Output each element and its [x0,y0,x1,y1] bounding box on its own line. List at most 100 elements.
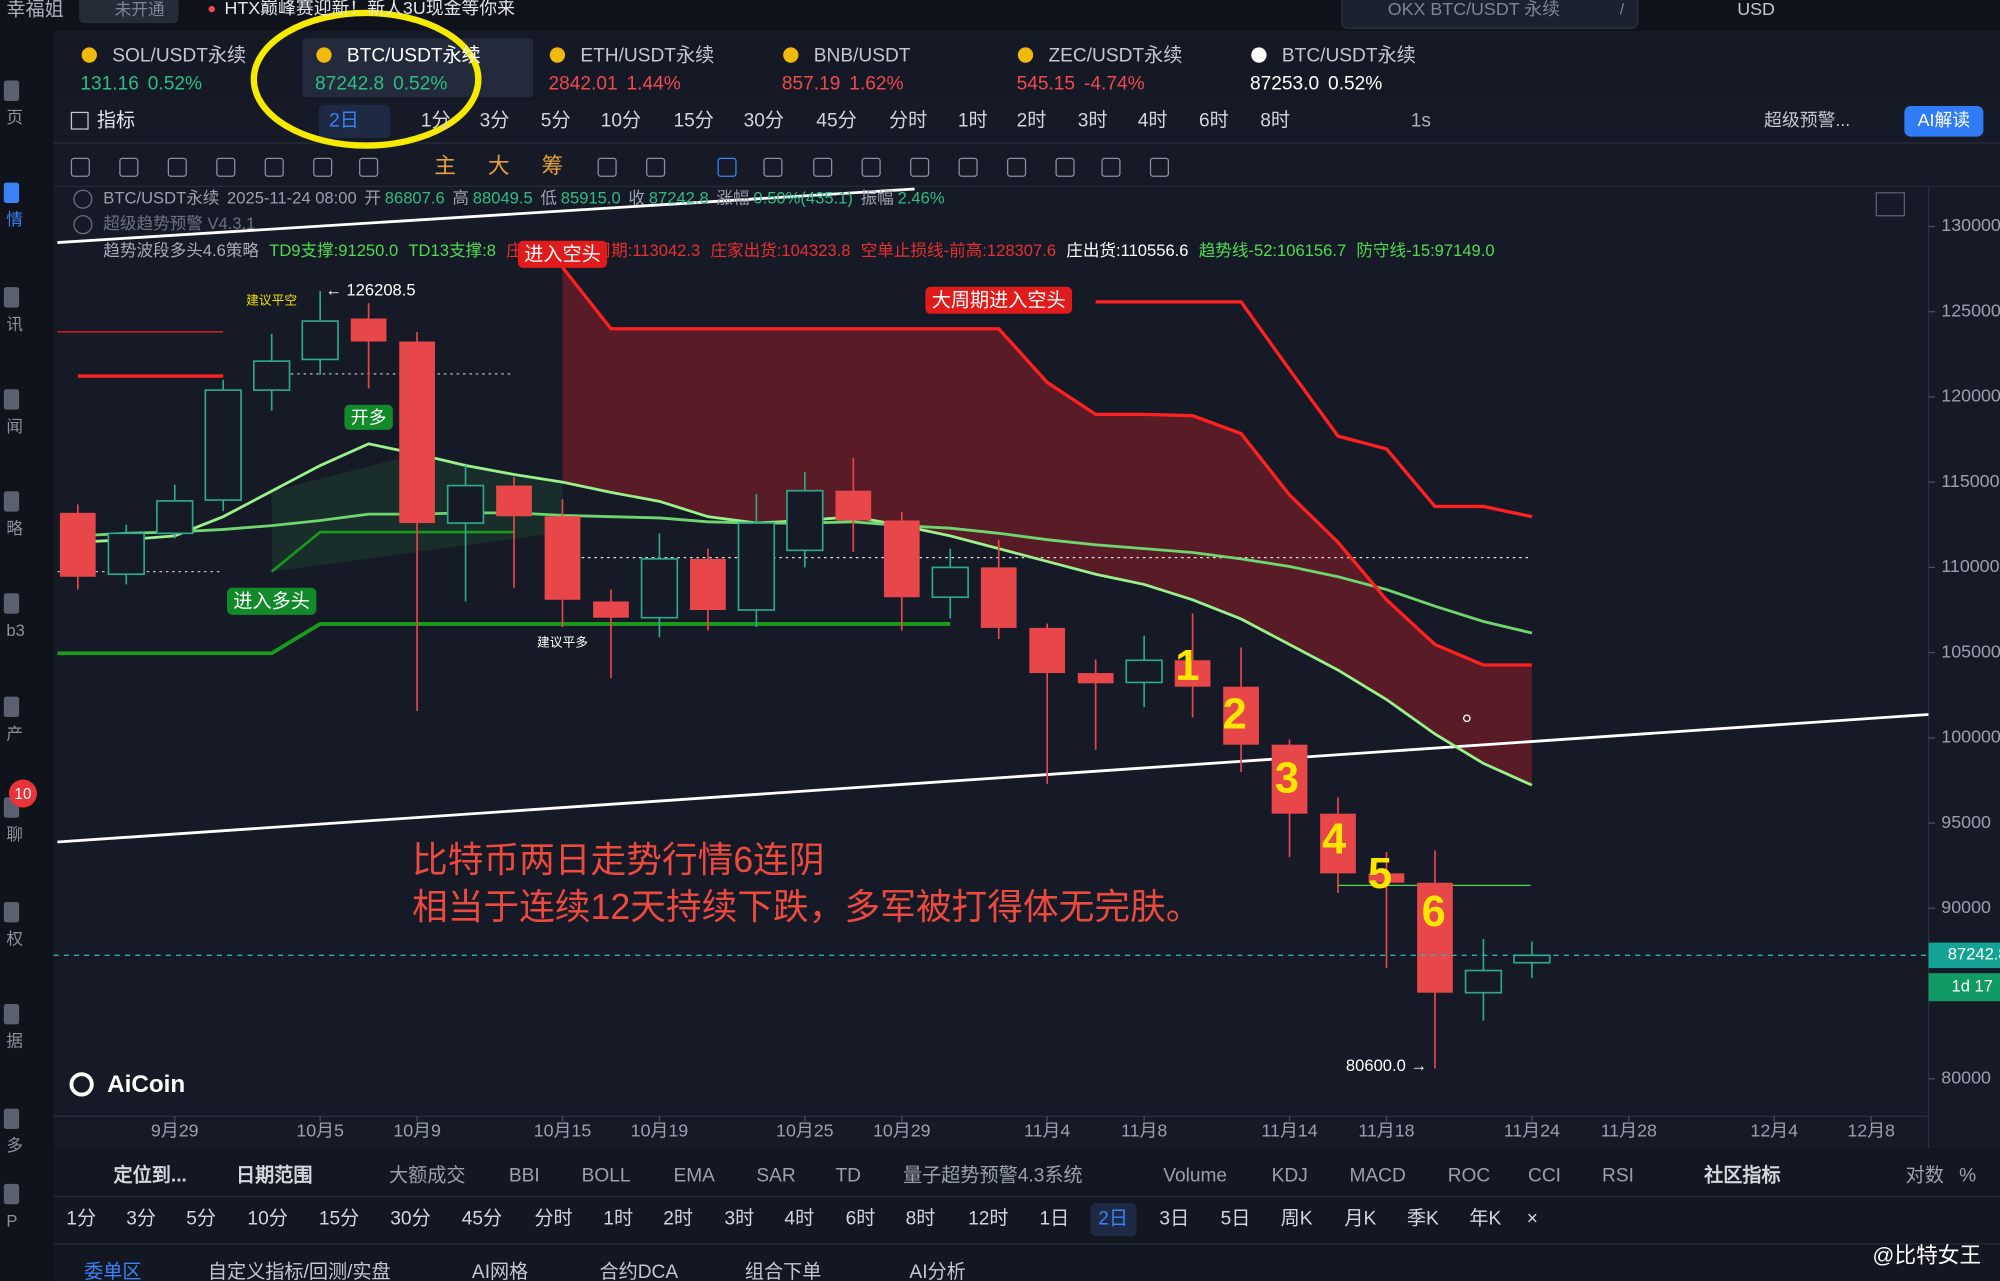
period-button[interactable]: 15分 [673,109,713,131]
indicator-toggle[interactable]: 社区指标 [1704,1163,1780,1186]
indicator-toggle[interactable]: BOLL [582,1165,631,1186]
indicator-toggle[interactable]: MACD [1349,1165,1405,1186]
bottom-period[interactable]: 周K [1281,1209,1313,1230]
period-button[interactable]: 2时 [1017,109,1047,131]
sidebar-icon[interactable] [3,491,20,512]
drawing-tool[interactable]: 大 [488,153,510,178]
bottom-period[interactable]: 分时 [534,1208,572,1230]
sidebar-icon[interactable] [3,287,20,308]
bottom-period[interactable]: 季K [1407,1208,1439,1230]
bottom-period[interactable]: 30分 [390,1208,430,1230]
tool-icon[interactable] [813,157,833,177]
tool-icon[interactable] [597,157,617,177]
bottom-period[interactable]: 5分 [186,1208,216,1230]
indicator-toggle[interactable]: 定位到... [114,1163,187,1186]
tool-icon[interactable] [958,157,978,177]
tool-icon[interactable] [216,157,236,177]
sidebar-icon[interactable] [3,696,20,718]
indicator-toggle[interactable]: BBI [509,1165,540,1186]
tool-icon[interactable] [1055,157,1075,177]
bottom-period[interactable]: 3时 [724,1208,754,1230]
bottom-period[interactable]: × [1527,1209,1538,1230]
indicator-toggle[interactable]: KDJ [1272,1165,1308,1186]
indicator-toggle[interactable]: 日期范围 [236,1163,313,1186]
sidebar-icon[interactable] [3,182,20,203]
tool-icon[interactable] [313,157,333,177]
indicator-toggle[interactable]: % [1959,1165,1976,1186]
sidebar-icon[interactable] [3,1183,20,1205]
indicator-toggle[interactable]: EMA [673,1165,715,1186]
bottom-tab[interactable]: 委单区 [84,1261,141,1281]
currency[interactable]: USD [1737,0,1775,19]
bottom-period[interactable]: 45分 [462,1208,502,1230]
sidebar-icon[interactable] [3,1108,20,1130]
tool-icon[interactable] [910,157,930,177]
bottom-period[interactable]: 1时 [603,1208,633,1230]
promo-text[interactable]: HTX巅峰赛迎新！新人3U现金等你来 [224,0,515,18]
tab-symbol[interactable]: BTC/USDT永续 [347,44,481,66]
indicator-toggle[interactable]: CCI [1528,1165,1561,1186]
bottom-period[interactable]: 1分 [66,1208,96,1230]
sidebar-label[interactable]: 产 [6,724,23,743]
period-button[interactable]: 4时 [1138,109,1168,131]
tool-icon[interactable] [1007,157,1027,177]
tool-icon[interactable] [264,157,284,177]
bottom-tab[interactable]: 组合下单 [745,1261,822,1281]
tool-icon[interactable] [359,157,379,177]
bottom-period[interactable]: 2时 [663,1208,693,1230]
tab-symbol[interactable]: ETH/USDT永续 [580,44,714,66]
bottom-period[interactable]: 2日 [1098,1209,1128,1230]
period-button[interactable]: 45分 [816,109,856,131]
bottom-tab[interactable]: AI网格 [472,1261,528,1281]
period-button[interactable]: 6时 [1199,109,1229,131]
bottom-period[interactable]: 3分 [126,1208,156,1230]
tab-symbol[interactable]: BTC/USDT永续 [1282,44,1416,66]
indicator-toggle[interactable]: 量子超势预警4.3系统 [903,1164,1083,1186]
bottom-period[interactable]: 4时 [784,1208,814,1230]
sidebar-icon[interactable] [3,593,20,614]
tool-icon[interactable] [1149,157,1170,177]
sidebar-icon[interactable] [3,389,20,410]
sidebar-icon[interactable] [3,1004,20,1025]
bottom-period[interactable]: 15分 [319,1208,359,1230]
sidebar-label[interactable]: P [6,1212,17,1231]
sidebar-icon[interactable] [3,901,20,923]
sidebar-label[interactable]: 多 [6,1136,23,1155]
indicator-toggle[interactable]: RSI [1602,1165,1634,1186]
sidebar-icon[interactable] [3,80,20,101]
bottom-period[interactable]: 6时 [846,1208,876,1230]
tool-icon[interactable] [119,157,139,177]
sidebar-label[interactable]: b3 [6,621,24,640]
indicator-toggle[interactable]: TD [835,1165,861,1186]
drawing-tool[interactable]: 筹 [541,153,563,178]
sidebar-label[interactable]: 聊 [6,825,23,844]
bottom-period[interactable]: 3日 [1159,1209,1189,1230]
sidebar-label[interactable]: 讯 [6,315,23,334]
bottom-period[interactable]: 年K [1469,1208,1501,1230]
sidebar-label[interactable]: 据 [6,1032,23,1051]
sidebar-label[interactable]: 页 [6,108,23,127]
indicator-toggle[interactable]: 大额成交 [389,1164,466,1186]
tool-icon[interactable] [1101,157,1121,177]
tab-symbol[interactable]: BNB/USDT [814,45,911,66]
indicator-toggle[interactable]: SAR [756,1165,795,1186]
tool-icon[interactable] [763,157,783,177]
bottom-period[interactable]: 1日 [1040,1209,1070,1230]
tool-icon[interactable] [70,157,90,177]
bottom-period[interactable]: 5日 [1221,1209,1251,1230]
bottom-period-selected[interactable] [1090,1203,1137,1237]
bottom-tab[interactable]: 合约DCA [599,1261,678,1281]
ai-button-label[interactable]: AI解读 [1918,110,1971,130]
toolbar-button[interactable]: 指标 [97,109,135,131]
period-selected-label[interactable]: 2日 [329,110,359,131]
indicator-toggle[interactable]: Volume [1163,1165,1227,1186]
sidebar-label[interactable]: 略 [6,519,23,538]
tool-icon[interactable] [717,157,737,177]
period-button[interactable]: 10分 [601,109,641,131]
bottom-tab[interactable]: AI分析 [909,1261,965,1281]
period-button[interactable]: 3时 [1078,109,1108,131]
period-button[interactable]: 1分 [421,109,451,131]
tab-symbol[interactable]: ZEC/USDT永续 [1048,44,1182,66]
tab-symbol[interactable]: SOL/USDT永续 [112,44,246,66]
indicator-toggle[interactable]: 对数 [1906,1164,1944,1186]
